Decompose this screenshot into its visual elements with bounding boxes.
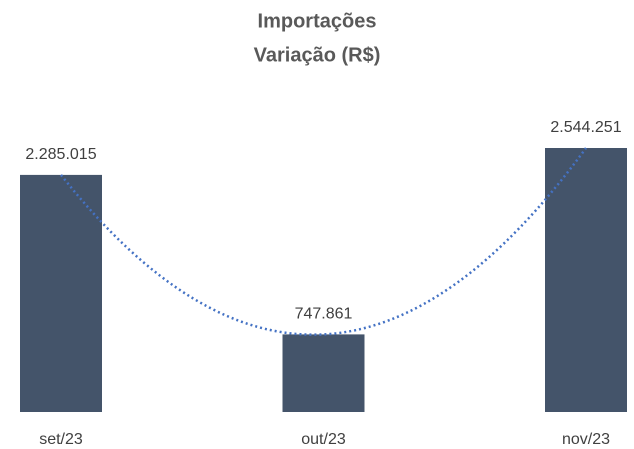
data-label: 2.285.015: [25, 146, 96, 163]
x-tick-label: out/23: [301, 431, 346, 448]
chart-subtitle: Variação (R$): [254, 44, 381, 66]
bar: [282, 334, 365, 412]
chart-title: Importações: [258, 10, 377, 32]
data-label: 2.544.251: [550, 119, 621, 136]
bar: [545, 148, 627, 412]
bar: [20, 174, 102, 412]
x-tick-label: set/23: [39, 431, 83, 448]
data-label: 747.861: [295, 306, 353, 323]
trendline: [60, 147, 588, 336]
x-tick-label: nov/23: [562, 431, 610, 448]
